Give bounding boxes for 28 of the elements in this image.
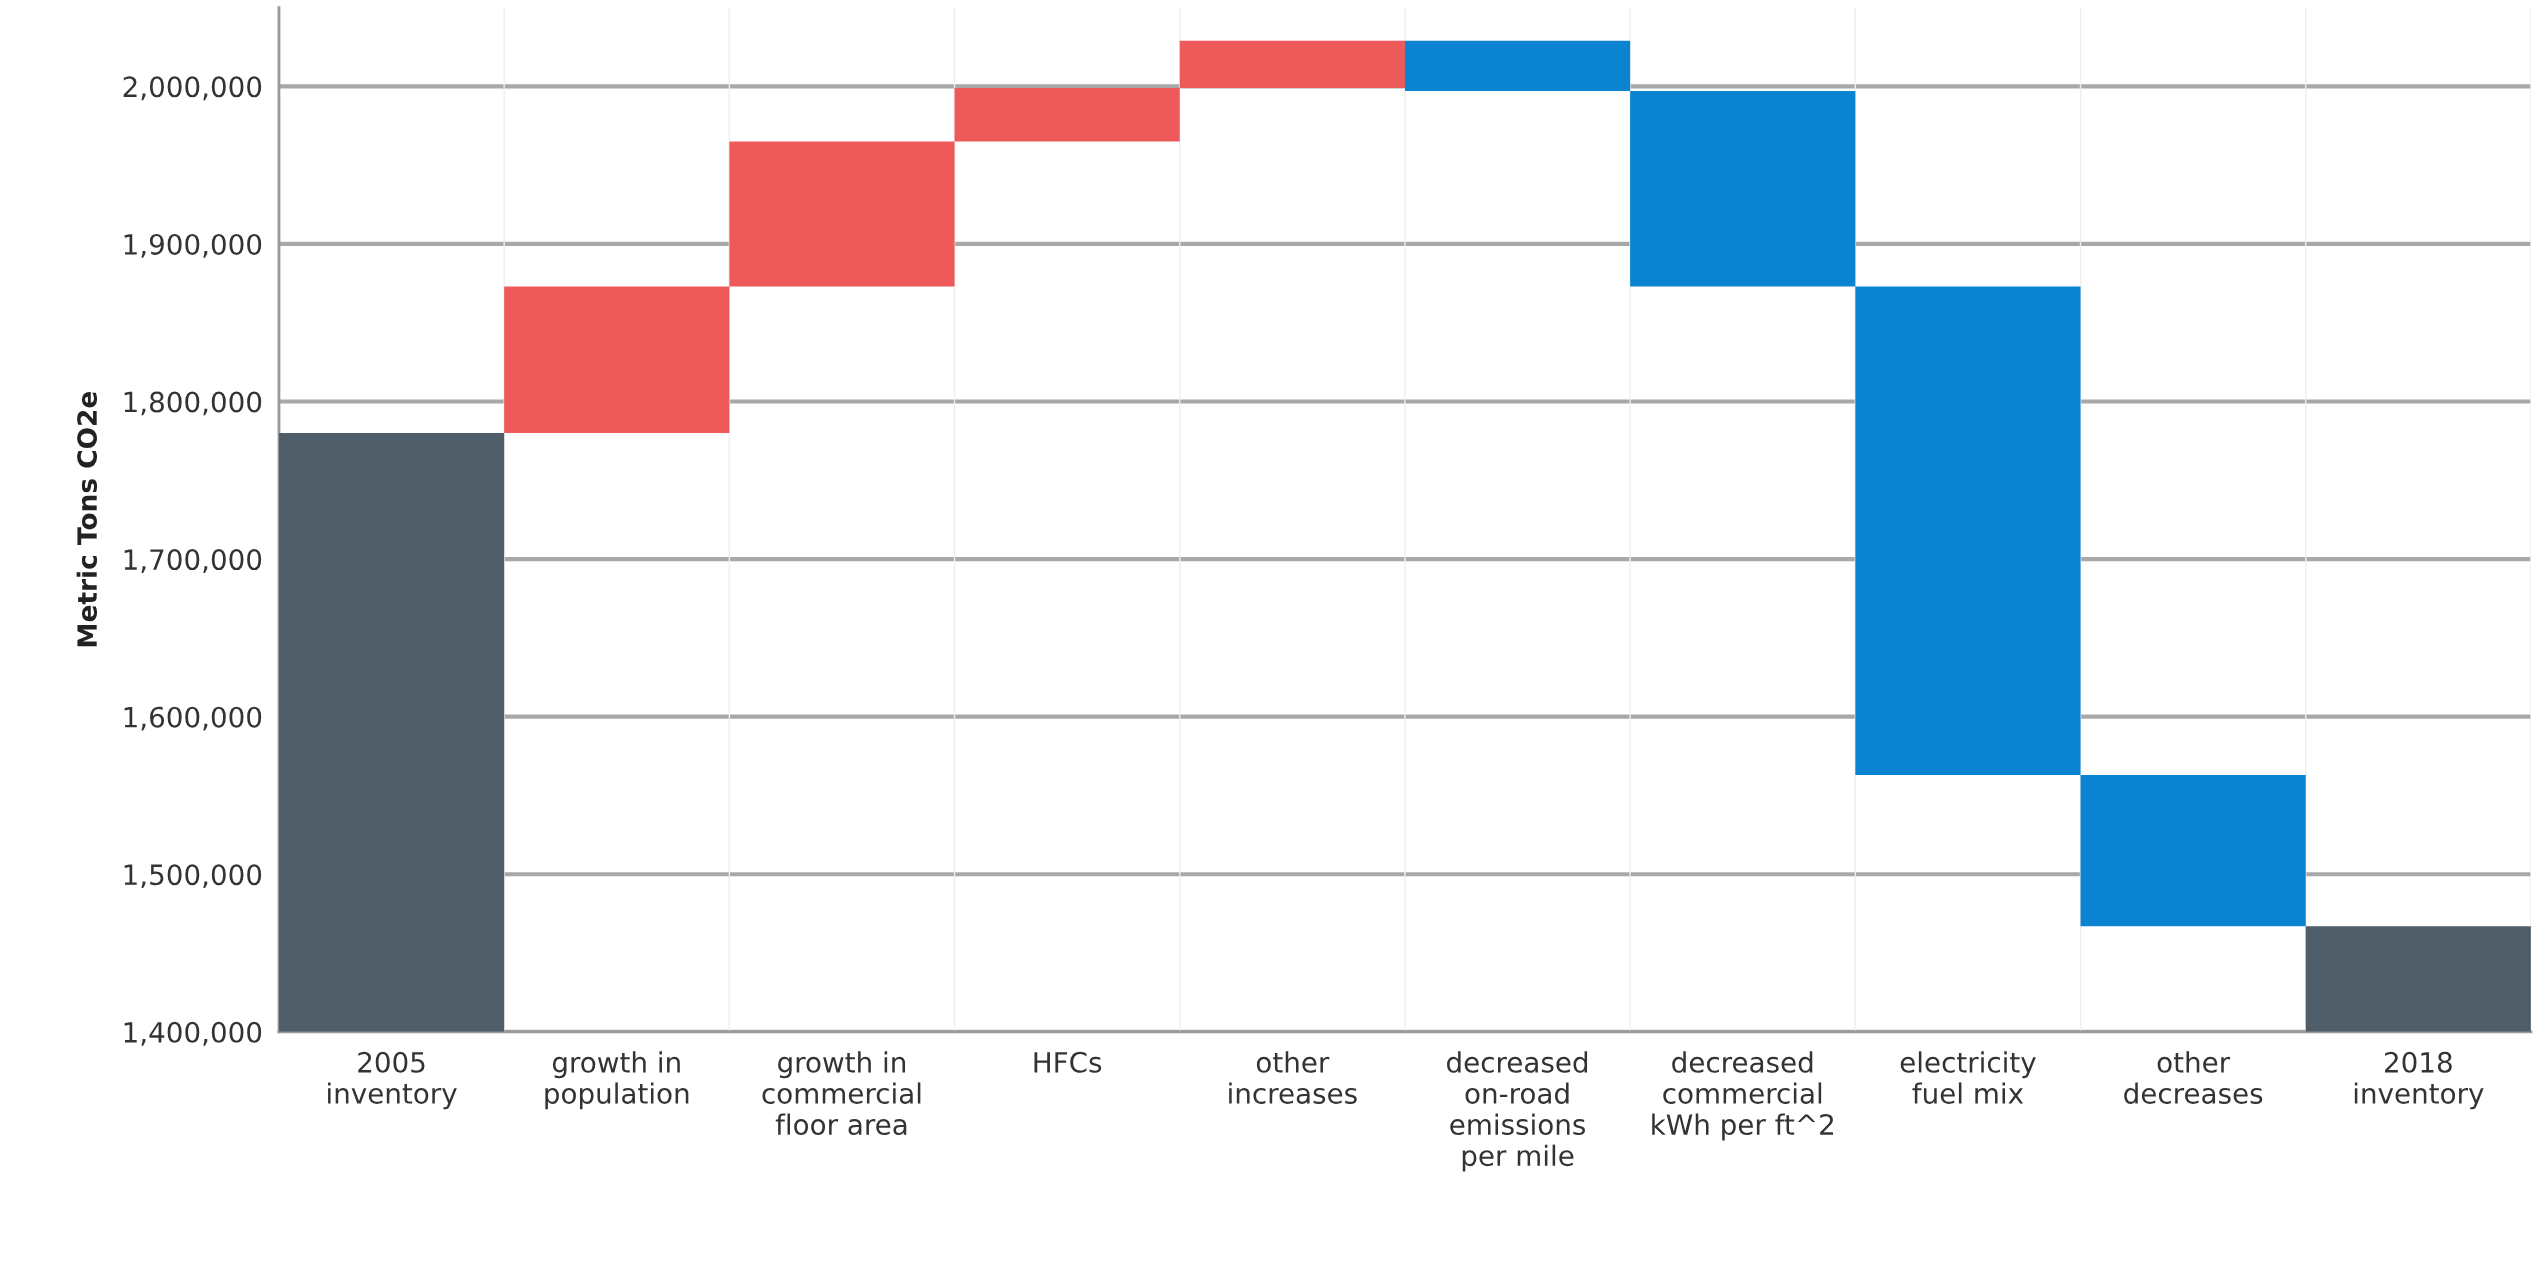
y-tick-label: 1,700,000 [124, 549, 262, 573]
bar [729, 141, 955, 287]
bar [1404, 40, 1631, 92]
y-tick-label: 1,400,000 [124, 1021, 262, 1046]
x-tick-label: decreased commercial kWh per ft^2 [1652, 1051, 1833, 1141]
bar [2080, 775, 2306, 927]
x-tick-label: other increases [1229, 1051, 1357, 1104]
bar [2305, 926, 2531, 1032]
x-tick-label: 2018 inventory [2354, 1051, 2484, 1110]
y-tick-label: 2,000,000 [123, 76, 262, 101]
bar [504, 286, 730, 434]
bar [278, 433, 505, 1032]
y-tick-label: 1,500,000 [124, 864, 262, 889]
y-tick-label: 1,900,000 [124, 233, 262, 258]
y-tick-label: 1,800,000 [124, 391, 262, 416]
bar [954, 87, 1180, 142]
bar [1179, 40, 1405, 88]
y-axis-title: Metric Tons CO2e [76, 391, 98, 647]
bar [1855, 286, 2081, 776]
x-tick-label: growth in population [545, 1051, 689, 1110]
x-tick-label: growth in commercial floor area [762, 1051, 921, 1136]
x-tick-label: electricity fuel mix [1900, 1051, 2036, 1104]
x-tick-label: other decreases [2124, 1051, 2263, 1104]
x-tick-label: decreased on-road emissions per mile [1447, 1051, 1588, 1172]
y-tick-label: 1,600,000 [124, 706, 262, 731]
x-tick-label: 2005 inventory [328, 1051, 457, 1110]
bar [1630, 91, 1856, 287]
x-tick-label: HFCs [1034, 1051, 1102, 1073]
